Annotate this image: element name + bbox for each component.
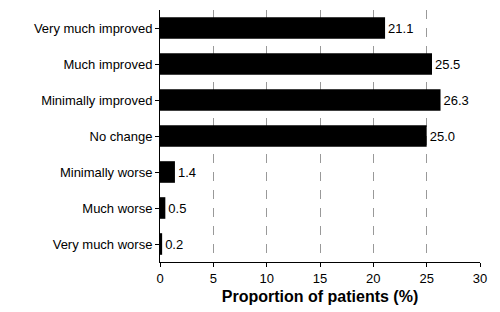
svg-text:0: 0 xyxy=(156,271,163,286)
svg-text:Very much worse: Very much worse xyxy=(53,237,153,252)
svg-text:25.5: 25.5 xyxy=(435,57,460,72)
svg-text:Very much improved: Very much improved xyxy=(34,21,153,36)
svg-text:0.5: 0.5 xyxy=(168,201,186,216)
svg-text:21.1: 21.1 xyxy=(388,21,413,36)
svg-text:Much improved: Much improved xyxy=(64,57,153,72)
svg-text:Minimally worse: Minimally worse xyxy=(60,165,152,180)
svg-text:Proportion of patients (%): Proportion of patients (%) xyxy=(222,288,418,305)
svg-text:15: 15 xyxy=(313,271,327,286)
svg-text:10: 10 xyxy=(259,271,273,286)
svg-text:20: 20 xyxy=(366,271,380,286)
svg-text:25.0: 25.0 xyxy=(430,129,455,144)
svg-text:Much worse: Much worse xyxy=(82,201,152,216)
svg-text:1.4: 1.4 xyxy=(178,165,196,180)
svg-text:30: 30 xyxy=(473,271,487,286)
svg-text:25: 25 xyxy=(419,271,433,286)
svg-text:No change: No change xyxy=(90,129,153,144)
svg-text:Minimally improved: Minimally improved xyxy=(41,93,152,108)
svg-text:26.3: 26.3 xyxy=(444,93,469,108)
svg-text:0.2: 0.2 xyxy=(165,237,183,252)
svg-text:5: 5 xyxy=(210,271,217,286)
